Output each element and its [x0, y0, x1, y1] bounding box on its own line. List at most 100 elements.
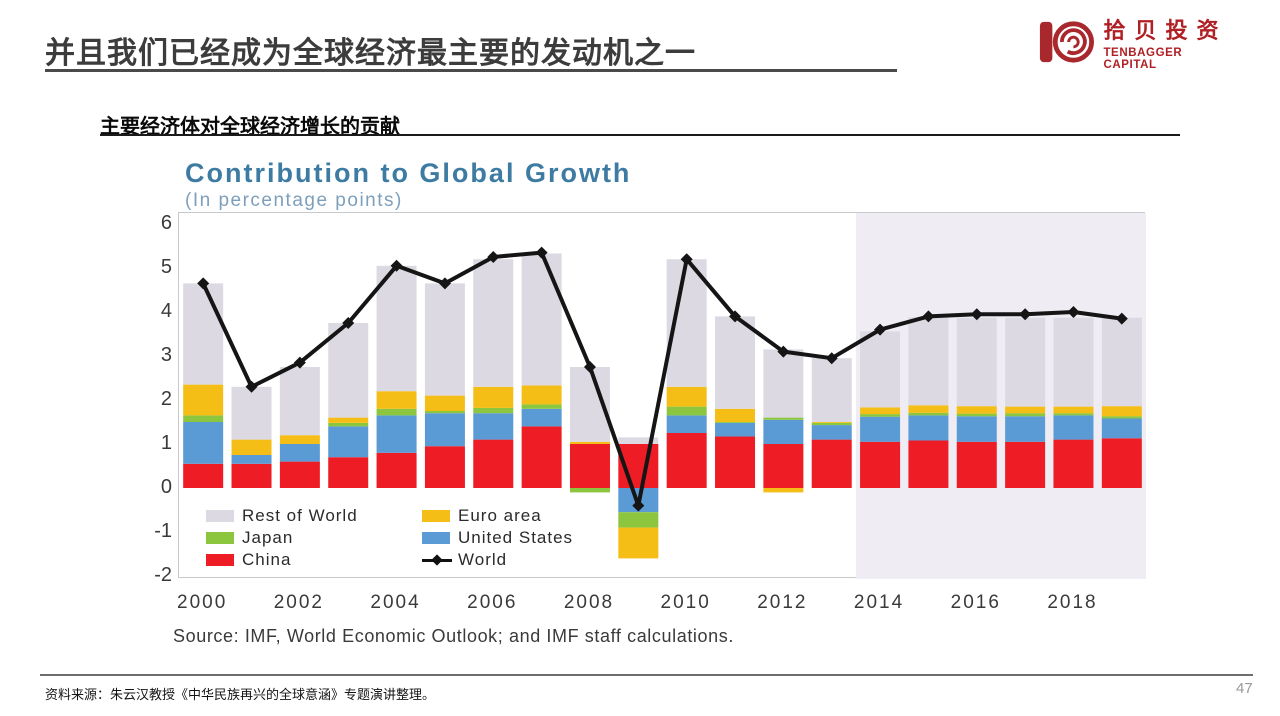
bar-segment [424, 395, 465, 411]
bar-segment [715, 316, 756, 409]
bar-segment [473, 386, 514, 408]
bar-segment [811, 358, 852, 422]
bar-segment [1101, 317, 1142, 407]
bar-segment [763, 417, 804, 420]
bar-segment [811, 422, 852, 426]
bar-segment [1053, 415, 1094, 440]
world-line-marker [197, 277, 210, 290]
section-divider [100, 134, 1180, 136]
chart-source-note: Source: IMF, World Economic Outlook; and… [173, 626, 734, 646]
x-tick-label: 2018 [1047, 592, 1098, 613]
world-line-marker [293, 356, 306, 369]
world-line-marker [1067, 306, 1080, 318]
bar-segment [763, 349, 804, 418]
x-tick-label: 2002 [273, 592, 325, 613]
world-line-marker [245, 380, 258, 393]
bar-segment [860, 407, 901, 415]
bar-segment [1005, 406, 1046, 414]
bar-segment [473, 413, 514, 440]
y-tick-label: 6 [160, 212, 172, 234]
bar-segment [763, 488, 804, 493]
bar-segment [473, 259, 514, 387]
bar-segment [231, 455, 272, 464]
world-line [201, 250, 1123, 508]
world-line-marker [1019, 308, 1032, 321]
world-line-marker [825, 352, 838, 365]
page-title: 并且我们已经成为全球经济最主要的发动机之一 [45, 37, 696, 70]
header-divider [45, 69, 897, 72]
bar-segment [860, 441, 901, 488]
bar-segment [231, 439, 272, 455]
bar-segment [328, 457, 369, 488]
bar-segment [666, 386, 707, 407]
logo-en: TENBAGGER CAPITAL [1103, 47, 1183, 71]
bar-segment [279, 444, 320, 462]
bar-segment [328, 422, 369, 427]
bar-segment [183, 415, 224, 422]
bar-segment [424, 413, 465, 447]
bar-segment [860, 416, 901, 442]
x-tick-label: 2000 [177, 592, 228, 613]
bar-segment [279, 435, 320, 444]
bar-segment [1101, 416, 1142, 419]
bar-segment [1053, 406, 1094, 414]
bar-segment [376, 391, 417, 409]
bar-segment [956, 317, 997, 407]
bar-segment [666, 433, 707, 488]
tenbagger-shell-icon [1039, 21, 1095, 63]
world-line-marker [922, 310, 935, 323]
bar-segment [328, 417, 369, 423]
bar-segment [231, 463, 272, 488]
world-line-marker [583, 361, 596, 373]
chart-subtitle: (In percentage points) [185, 190, 403, 211]
x-tick-label: 2006 [467, 592, 518, 613]
bar-segment [569, 444, 610, 488]
bar-segment [908, 440, 949, 488]
world-line-marker [487, 251, 500, 263]
company-logo: 拾贝投资 TENBAGGER CAPITAL [1038, 13, 1238, 71]
bar-segment [183, 463, 224, 488]
world-line-marker [777, 345, 790, 358]
y-tick-label: 4 [160, 300, 172, 322]
bar-segment [1005, 441, 1046, 488]
x-tick-label: 2012 [757, 592, 808, 613]
footer-source-note: 资料来源：朱云汉教授《中华民族再兴的全球意涵》专题演讲整理。 [45, 687, 436, 702]
bar-segment [763, 444, 804, 488]
bar-segment [1005, 413, 1046, 417]
chart-canvas [183, 213, 1146, 579]
bar-segment [666, 415, 707, 433]
world-line-marker [874, 323, 887, 336]
logo-cn: 拾贝投资 [1103, 18, 1228, 43]
bar-segment [715, 436, 756, 488]
bar-segment [956, 413, 997, 417]
bar-segment [473, 407, 514, 414]
page-number: 47 [1236, 680, 1253, 697]
y-tick-label: 2 [160, 388, 172, 410]
logo-text: 拾贝投资 TENBAGGER CAPITAL [1103, 13, 1238, 71]
bar-segment [1053, 413, 1094, 416]
bar-segment [860, 414, 901, 417]
world-line-marker [970, 308, 983, 321]
bar-segment [956, 441, 997, 488]
bar-segment [715, 408, 756, 422]
bar-segment [715, 422, 756, 423]
bar-segment [1005, 317, 1046, 407]
world-line-marker [438, 277, 451, 290]
bar-segment [569, 441, 610, 444]
bar-segment [279, 461, 320, 488]
bar-segment [956, 406, 997, 414]
bar-segment [521, 253, 562, 386]
chart-plot-area: Rest of World Japan China Euro area United S… [178, 212, 1146, 579]
y-tick-label: -1 [154, 520, 172, 542]
bar-segment [376, 415, 417, 453]
bar-segment [569, 488, 610, 493]
x-tick-label: 2004 [370, 592, 421, 613]
bar-segment [1101, 418, 1142, 439]
bar-segment [231, 386, 272, 440]
chart-title: Contribution to Global Growth [185, 158, 632, 188]
bar-segment [618, 527, 659, 559]
bar-segment [1101, 406, 1142, 417]
bar-segment [811, 422, 852, 423]
bar-segment [279, 367, 320, 436]
